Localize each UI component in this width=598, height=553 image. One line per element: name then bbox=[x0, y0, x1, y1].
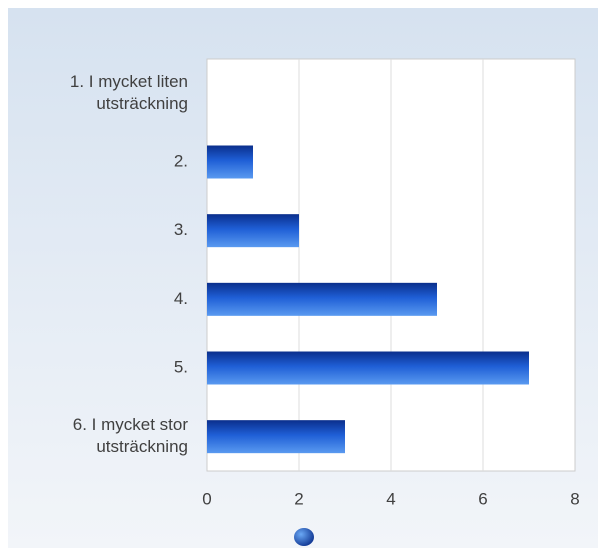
category-label: 4. bbox=[174, 289, 188, 308]
x-tick-label: 6 bbox=[478, 489, 487, 508]
x-tick-label: 0 bbox=[202, 489, 211, 508]
bar bbox=[207, 214, 299, 248]
bar bbox=[207, 282, 437, 316]
category-labels: 1. I mycket liten utsträckning 2. 3. 4. 5. 6. … bbox=[70, 72, 188, 456]
category-label: utsträckning bbox=[96, 94, 188, 113]
bar bbox=[207, 420, 345, 454]
x-axis-tick-labels: 0 2 4 6 8 bbox=[202, 489, 579, 508]
category-label: 5. bbox=[174, 357, 188, 376]
category-label: 1. I mycket liten bbox=[70, 72, 188, 91]
gridlines bbox=[298, 59, 484, 471]
x-tick-label: 2 bbox=[294, 489, 303, 508]
bar bbox=[207, 145, 253, 179]
category-label: 3. bbox=[174, 220, 188, 239]
x-tick-label: 8 bbox=[570, 489, 579, 508]
x-tick-label: 4 bbox=[386, 489, 395, 508]
bar-series bbox=[207, 145, 529, 454]
category-label: 6. I mycket stor bbox=[73, 415, 189, 434]
legend-marker bbox=[294, 528, 314, 546]
category-label: 2. bbox=[174, 151, 188, 170]
category-label: utsträckning bbox=[96, 437, 188, 456]
bar bbox=[207, 351, 529, 385]
